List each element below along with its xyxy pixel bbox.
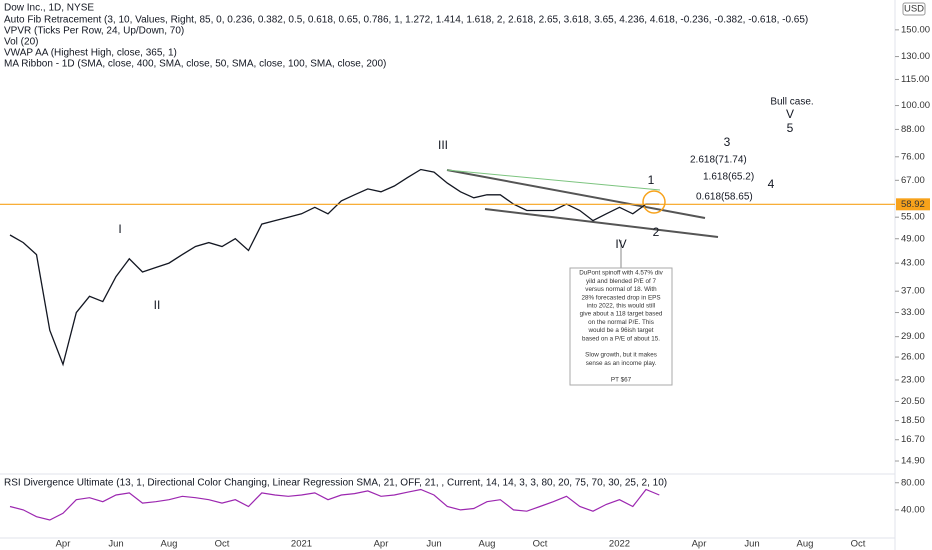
note-line: based on a P/E of about 15. <box>582 335 660 342</box>
x-tick-label: Apr <box>374 539 389 550</box>
y-tick-label: 26.00 <box>901 352 925 363</box>
y-tick-label: 14.90 <box>901 456 925 467</box>
note-line: into 2022, this would still <box>587 302 655 309</box>
wave-label: III <box>438 138 448 152</box>
note-line: on the normal P/E. This <box>588 319 654 326</box>
indicator: Vol (20) <box>4 37 38 48</box>
x-tick-label: Jun <box>426 539 441 550</box>
x-tick-label: Jun <box>108 539 123 550</box>
x-tick-label: Apr <box>56 539 71 550</box>
y-tick-label: 18.50 <box>901 415 925 426</box>
bull-case: Bull case. <box>770 97 813 108</box>
y-tick-label: 130.00 <box>901 51 930 62</box>
wave-label: 5 <box>787 121 794 135</box>
note-line: give about a 118 target based <box>580 311 663 318</box>
note-line: sense as an income play. <box>586 360 657 367</box>
x-tick-label: Oct <box>851 539 866 550</box>
x-tick-label: 2021 <box>291 539 312 550</box>
wave-label: II <box>154 298 161 312</box>
trendline <box>484 208 719 238</box>
x-tick-label: Jun <box>744 539 759 550</box>
x-tick-label: Oct <box>215 539 230 550</box>
chart-title: Dow Inc., 1D, NYSE <box>4 3 94 14</box>
x-tick-label: Aug <box>797 539 814 550</box>
wave-label: I <box>118 222 121 236</box>
y-tick-label: 16.70 <box>901 434 925 445</box>
indicator: MA Ribbon - 1D (SMA, close, 400, SMA, cl… <box>4 59 386 70</box>
price-tag-label: 58.92 <box>901 199 925 210</box>
indicator: VPVR (Ticks Per Row, 24, Up/Down, 70) <box>4 26 184 37</box>
currency-box[interactable] <box>902 2 926 16</box>
rsi-title: RSI Divergence Ultimate (13, 1, Directio… <box>4 478 667 489</box>
note-line: PT $67 <box>611 376 632 383</box>
y-tick-label: 37.00 <box>901 286 925 297</box>
y-tick-label: 115.00 <box>901 74 929 85</box>
price-line <box>9 488 660 521</box>
y-tick-label: 40.00 <box>901 504 925 515</box>
fib-label: 0.618(58.65) <box>696 192 753 203</box>
fib-label: 1.618(65.2) <box>703 172 754 183</box>
x-tick-label: Oct <box>533 539 548 550</box>
price-tag <box>896 198 930 211</box>
y-tick-label: 100.00 <box>901 100 930 111</box>
y-tick-label: 20.50 <box>901 396 925 407</box>
highlight-circle <box>642 190 666 214</box>
note-line: 28% forecasted drop in EPS <box>581 294 660 301</box>
y-tick-label: 88.00 <box>901 124 925 135</box>
y-tick-label: 67.00 <box>901 175 925 186</box>
indicator: VWAP AA (Highest High, close, 365, 1) <box>4 48 177 59</box>
wave-label: 1 <box>648 173 655 187</box>
fib-label: 2.618(71.74) <box>690 155 747 166</box>
y-tick-label: 43.00 <box>901 258 925 269</box>
x-tick-label: Apr <box>692 539 707 550</box>
note-box <box>569 267 673 386</box>
x-tick-label: 2022 <box>609 539 630 550</box>
currency: USD <box>904 4 924 15</box>
y-tick-label: 76.00 <box>901 151 925 162</box>
y-tick-label: 80.00 <box>901 477 925 488</box>
wave-label: 4 <box>768 177 775 191</box>
y-tick-label: 29.00 <box>901 331 925 342</box>
y-tick-label: 55.00 <box>901 212 925 223</box>
x-tick-label: Aug <box>161 539 178 550</box>
fib-line <box>446 169 661 191</box>
wave-label: 2 <box>653 225 660 239</box>
y-tick-label: 33.00 <box>901 307 925 318</box>
note-line: yild and blended P/E of 7 <box>586 278 657 285</box>
note-line: DuPont spinoff with 4.57% div <box>579 270 663 277</box>
note-line: Slow growth, but it makes <box>585 352 657 359</box>
indicator: Auto Fib Retracement (3, 10, Values, Rig… <box>4 15 808 26</box>
wave-label: 3 <box>724 135 731 149</box>
y-tick-label: 23.00 <box>901 374 925 385</box>
note-line: would be a 96ish target <box>587 327 653 334</box>
y-tick-label: 49.00 <box>901 233 925 244</box>
x-tick-label: Aug <box>479 539 496 550</box>
price-line <box>9 168 660 367</box>
y-tick-label: 150.00 <box>901 24 930 35</box>
note-line: versus normal of 18. With <box>585 286 657 293</box>
wave-label: IV <box>615 237 626 251</box>
wave-label: V <box>786 107 794 121</box>
